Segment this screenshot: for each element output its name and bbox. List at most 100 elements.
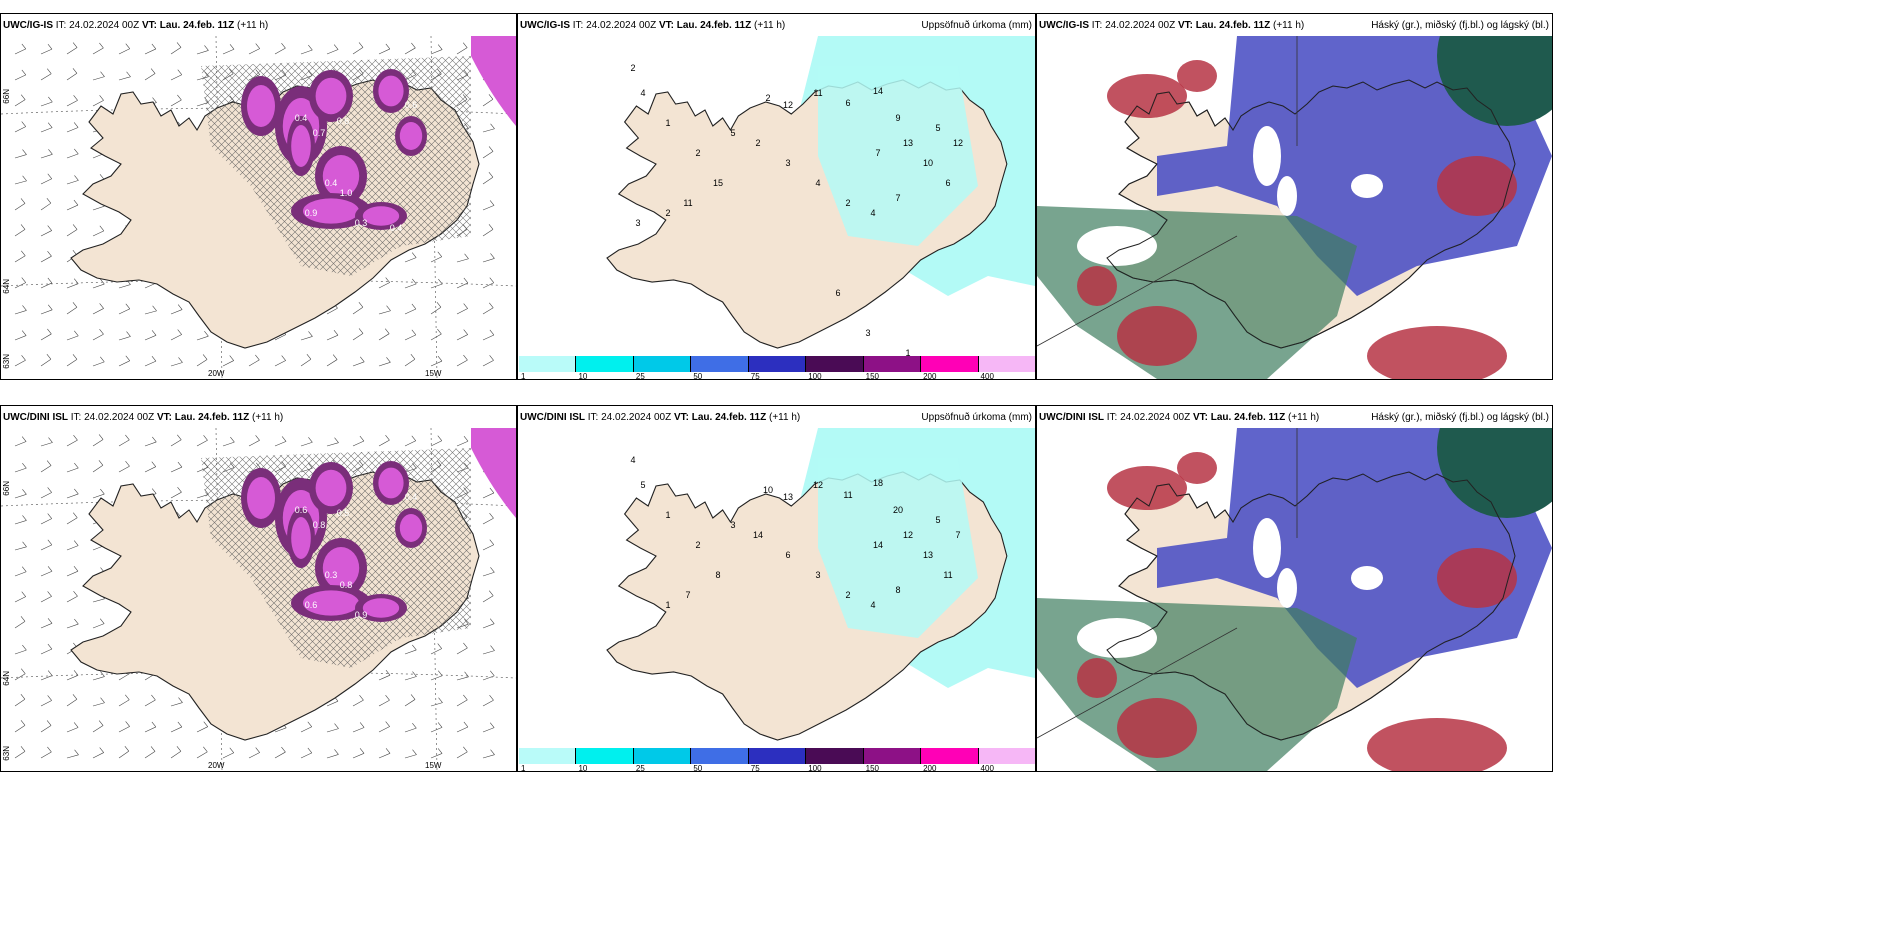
mid-cloud-area [1157, 428, 1552, 688]
colorbar-swatch [576, 748, 634, 764]
precip-value-label: 4 [815, 178, 820, 188]
precip-value-label: 7 [875, 148, 880, 158]
precip-value-label: 3 [815, 570, 820, 580]
cloud-map[interactable] [1037, 36, 1552, 379]
cloud-map[interactable] [1037, 428, 1552, 771]
precip-value-label: 0.4 [405, 492, 418, 502]
precip-patch-core [362, 598, 400, 618]
precip-value-label: 0.6 [305, 600, 318, 610]
wind-map[interactable]: 0.40.70.60.60.41.00.90.3 0.4 [1, 36, 516, 379]
precip-value-label: 20 [893, 505, 903, 515]
colorbar-label: 100 [808, 372, 822, 380]
low-cloud-patch [1177, 452, 1217, 484]
clear-sky-patch [1277, 568, 1297, 608]
colorbar-label: 50 [693, 764, 703, 772]
precip-value-label: 14 [873, 86, 883, 96]
colorbar-swatch [633, 748, 692, 764]
low-cloud-patch [1107, 466, 1187, 510]
lat-label-63n: 63N [2, 354, 11, 369]
precip-patch-core [322, 155, 360, 197]
precip-value-label: 6 [945, 178, 950, 188]
precip-value-label: 1 [665, 510, 670, 520]
colorbar-label: 75 [750, 764, 760, 772]
precip-patch-core [378, 467, 404, 499]
precip-value-label: 11 [943, 570, 952, 580]
lat-label-64n: 64N [2, 279, 11, 294]
lon-label-20w: 20W [208, 761, 225, 770]
clear-sky-patch [1351, 566, 1383, 590]
precip-value-label: 5 [640, 480, 645, 490]
precip-value-label: 10 [763, 485, 773, 495]
colorbar-swatch [519, 356, 577, 372]
panel-variable: Uppsöfnuð úrkoma (mm) [921, 20, 1032, 31]
precip-value-label: 2 [755, 138, 760, 148]
low-cloud-patch [1107, 74, 1187, 118]
precip-value-label: 2 [765, 93, 770, 103]
precip-value-label: 6 [835, 288, 840, 298]
precip-value-label: 0.4 [295, 113, 308, 123]
panel-title: UWC/DINI ISL IT: 24.02.2024 00Z VT: Lau.… [1039, 412, 1320, 423]
colorbar-swatch [519, 748, 577, 764]
panel-variable: Háský (gr.), miðský (fj.bl.) og lágský (… [1371, 20, 1549, 31]
precip-value-label: 3 [635, 218, 640, 228]
low-cloud-patch [1177, 60, 1217, 92]
colorbar-label: 25 [635, 372, 645, 380]
panel-title: UWC/DINI ISL IT: 24.02.2024 00Z VT: Lau.… [3, 412, 284, 423]
precip-value-label: 0.7 [313, 128, 326, 138]
precip-value-label: 1.0 [340, 188, 353, 198]
precip-patch-core [303, 590, 359, 616]
low-cloud-patch [1367, 718, 1507, 771]
clear-sky-patch [1351, 174, 1383, 198]
colorbar-swatch [978, 356, 1035, 372]
colorbar-label: 400 [980, 372, 994, 380]
precip-value-label: 11 [683, 198, 692, 208]
precip-value-label: 5 [935, 123, 940, 133]
precip-value-label: 0.9 [355, 610, 368, 620]
panel-wind-bottom: UWC/DINI ISL IT: 24.02.2024 00Z VT: Lau.… [0, 405, 517, 772]
precip-value-label: 0.3 [325, 570, 338, 580]
boundary-line [1037, 627, 1238, 739]
colorbar-label: 25 [635, 764, 645, 772]
panel-variable: Uppsöfnuð úrkoma (mm) [921, 412, 1032, 423]
precip-colorbar: 1 10 25 50 75 100 150 200 400 [519, 356, 1035, 380]
precip-value-label: 13 [903, 138, 913, 148]
precip-value-label: 1 [665, 118, 670, 128]
precip-value-label: 13 [923, 550, 933, 560]
colorbar-label: 10 [578, 372, 588, 380]
precip-value-label: 4 [870, 208, 875, 218]
precip-value-label: 11 [813, 88, 822, 98]
precip-value-label: 0.6 [295, 505, 308, 515]
colorbar-swatch [806, 356, 864, 372]
precip-value-label: 2 [695, 148, 700, 158]
colorbar-swatch [863, 356, 922, 372]
precip-value-label: 2 [845, 590, 850, 600]
clear-sky-patch [1077, 226, 1157, 266]
high-cloud-area [1437, 36, 1552, 126]
colorbar-swatch [978, 748, 1035, 764]
precip-value-label: 1 [665, 600, 670, 610]
precip-value-label: 5 [935, 515, 940, 525]
colorbar-label: 100 [808, 764, 822, 772]
panel-title: UWC/IG-IS IT: 24.02.2024 00Z VT: Lau. 24… [520, 20, 786, 31]
colorbar-label: 150 [865, 764, 880, 772]
precip-value-label: 1 [905, 348, 910, 356]
precip-patch-core [322, 547, 360, 589]
precip-field-inland [818, 66, 978, 246]
precip-patch-core [303, 198, 359, 224]
precip-value-label: 7 [895, 193, 900, 203]
precip-value-label: 3 [730, 520, 735, 530]
wind-map[interactable]: 0.60.80.50.40.30.80.60.9 [1, 428, 516, 771]
lat-label-66n: 66N [2, 89, 11, 104]
precip-value-label: 11 [843, 490, 852, 500]
colorbar-label: 400 [980, 764, 994, 772]
precip-value-label: 4 [870, 600, 875, 610]
colorbar-label: 10 [578, 764, 588, 772]
panel-cloud-bottom: UWC/DINI ISL IT: 24.02.2024 00Z VT: Lau.… [1036, 405, 1553, 772]
precip-value-label: 5 [730, 128, 735, 138]
colorbar-swatch [576, 356, 634, 372]
precip-value-label: 6 [845, 98, 850, 108]
precip-value-label: 2 [845, 198, 850, 208]
precip-colorbar: 1 10 25 50 75 100 150 200 400 [519, 748, 1035, 772]
